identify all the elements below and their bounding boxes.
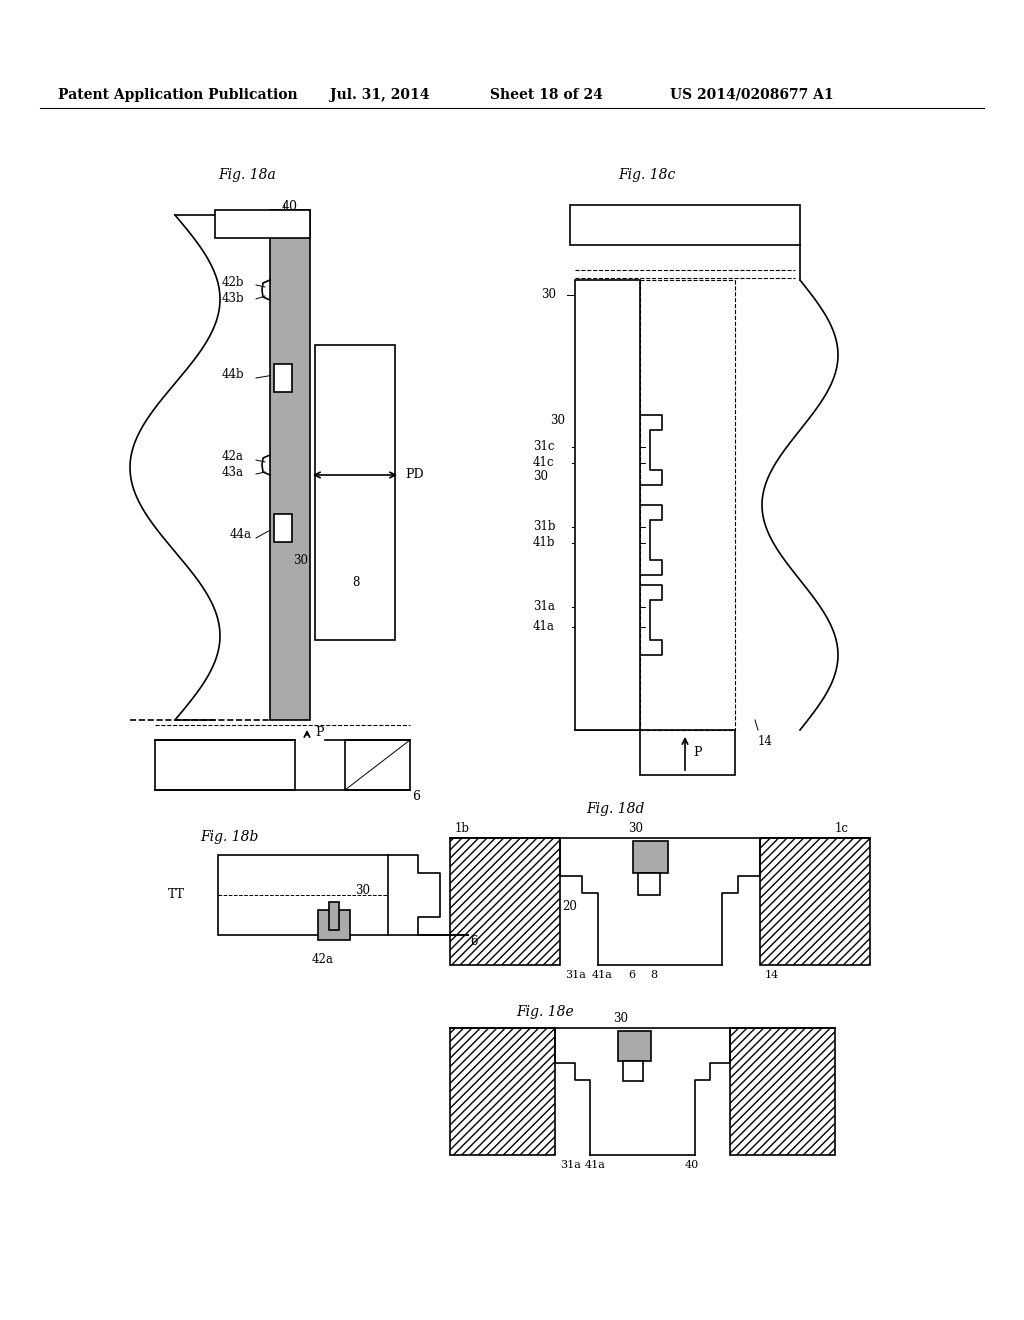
- Text: 43b: 43b: [222, 292, 245, 305]
- Text: Fig. 18d: Fig. 18d: [586, 803, 644, 816]
- Text: P: P: [315, 726, 324, 738]
- Bar: [450, 838, 560, 965]
- Text: 31a: 31a: [565, 970, 586, 979]
- Text: 6: 6: [628, 970, 635, 979]
- Bar: [329, 902, 339, 931]
- Text: Jul. 31, 2014: Jul. 31, 2014: [330, 88, 429, 102]
- Text: US 2014/0208677 A1: US 2014/0208677 A1: [670, 88, 834, 102]
- Text: 42b: 42b: [222, 276, 245, 289]
- Text: 44b: 44b: [222, 368, 245, 381]
- Bar: [640, 730, 735, 775]
- Text: 42a: 42a: [222, 450, 244, 463]
- Text: 30: 30: [613, 1012, 628, 1026]
- Text: 1b: 1b: [455, 822, 470, 836]
- Text: 41b: 41b: [534, 536, 555, 549]
- Text: 31c: 31c: [534, 441, 555, 454]
- Text: 30: 30: [534, 470, 548, 483]
- Text: 30: 30: [293, 553, 308, 566]
- Bar: [274, 364, 292, 392]
- Text: 14: 14: [765, 970, 779, 979]
- Text: Sheet 18 of 24: Sheet 18 of 24: [490, 88, 603, 102]
- Bar: [215, 210, 310, 238]
- Text: PD: PD: [406, 469, 424, 482]
- Bar: [570, 205, 800, 246]
- Text: 41a: 41a: [534, 620, 555, 634]
- Bar: [633, 841, 668, 873]
- Text: 31a: 31a: [560, 1160, 581, 1170]
- Bar: [730, 1028, 835, 1155]
- Text: Fig. 18a: Fig. 18a: [218, 168, 275, 182]
- Bar: [274, 513, 292, 543]
- Bar: [218, 855, 388, 935]
- Bar: [623, 1061, 643, 1081]
- Bar: [318, 909, 350, 940]
- Text: Patent Application Publication: Patent Application Publication: [58, 88, 298, 102]
- Text: 6: 6: [470, 935, 477, 948]
- Text: 8: 8: [352, 576, 359, 589]
- Text: 40: 40: [685, 1160, 699, 1170]
- Text: 31a: 31a: [534, 601, 555, 614]
- Bar: [618, 1031, 651, 1061]
- Text: 8: 8: [650, 970, 657, 979]
- Text: 41a: 41a: [592, 970, 613, 979]
- Text: 43a: 43a: [222, 466, 244, 479]
- FancyBboxPatch shape: [155, 741, 295, 789]
- Text: 42a: 42a: [312, 953, 334, 966]
- Bar: [315, 345, 395, 640]
- Text: 1c: 1c: [835, 822, 849, 836]
- Text: 40: 40: [282, 201, 298, 213]
- Text: 30: 30: [541, 289, 556, 301]
- Text: 20: 20: [562, 899, 577, 912]
- Bar: [760, 838, 870, 965]
- Text: P: P: [693, 747, 701, 759]
- Text: 14: 14: [758, 735, 773, 748]
- Bar: [575, 280, 640, 730]
- Text: 30: 30: [355, 883, 370, 896]
- Text: 6: 6: [412, 789, 420, 803]
- Text: 30: 30: [628, 822, 643, 836]
- Text: 41c: 41c: [534, 457, 555, 470]
- Text: 30: 30: [550, 413, 565, 426]
- Bar: [270, 210, 310, 719]
- Text: Fig. 18b: Fig. 18b: [200, 830, 258, 843]
- Bar: [345, 741, 410, 789]
- Text: 44a: 44a: [230, 528, 252, 541]
- Text: Fig. 18c: Fig. 18c: [618, 168, 675, 182]
- Text: Fig. 18e: Fig. 18e: [516, 1005, 573, 1019]
- Bar: [450, 1028, 555, 1155]
- Text: 41a: 41a: [585, 1160, 606, 1170]
- Text: 31b: 31b: [534, 520, 555, 533]
- Bar: [638, 873, 660, 895]
- Text: TT: TT: [168, 888, 185, 902]
